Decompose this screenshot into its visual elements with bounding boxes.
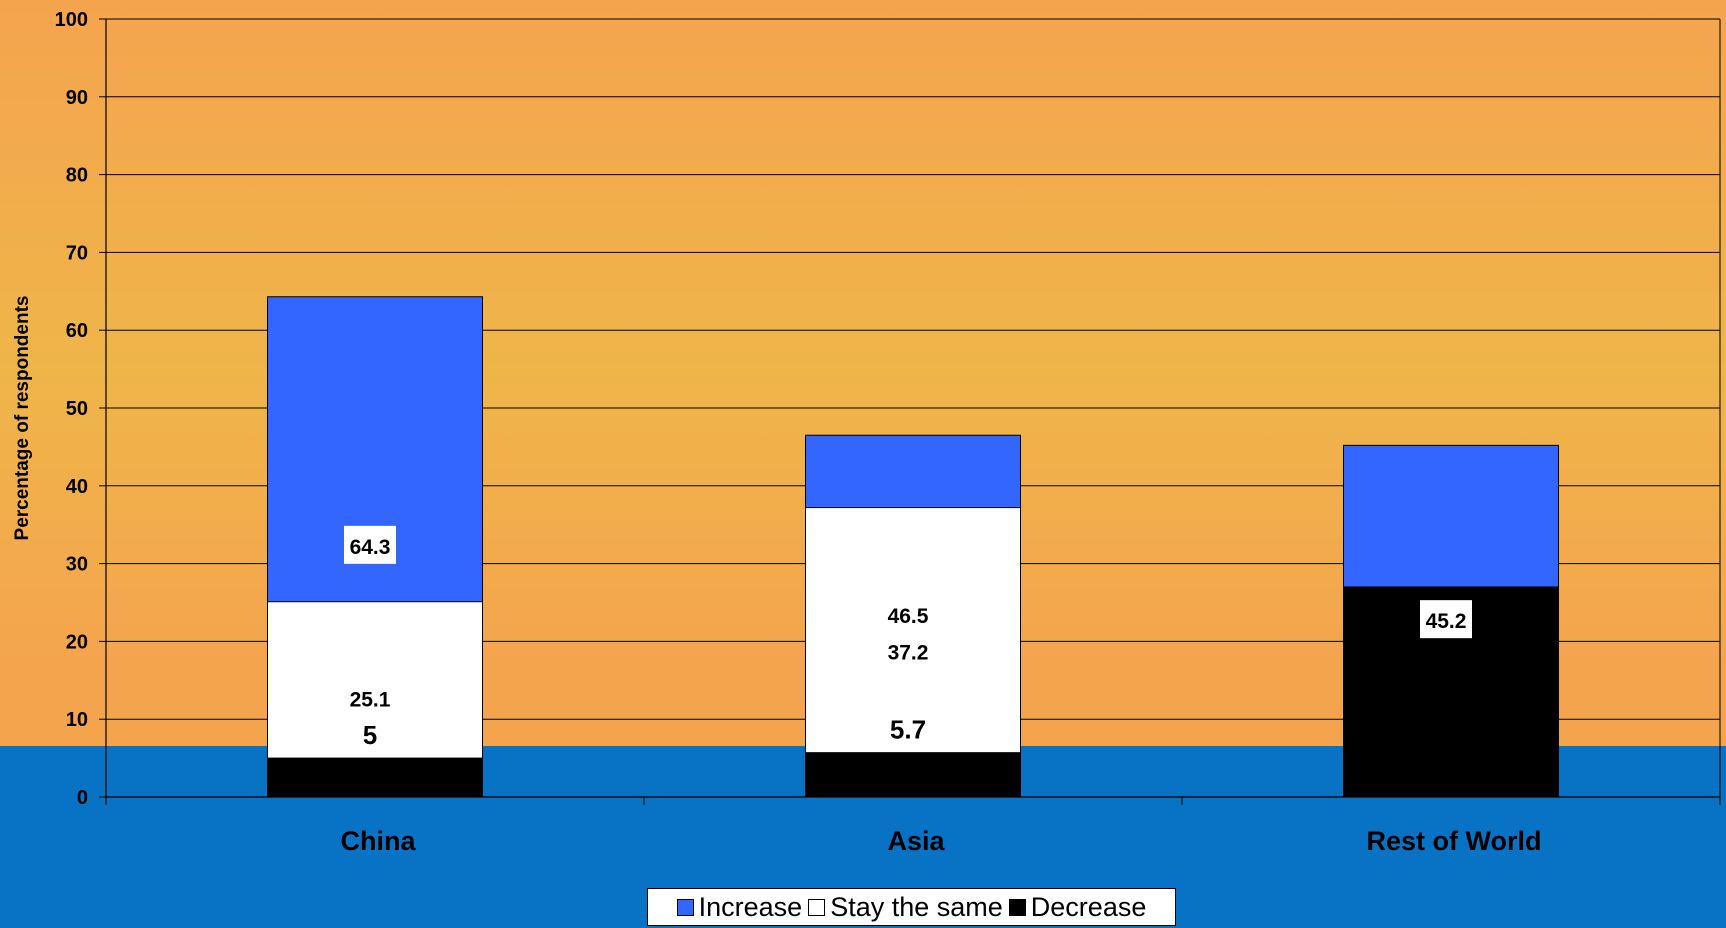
y-tick-label: 40 xyxy=(66,476,88,498)
data-label-increase: 46.5 xyxy=(888,605,929,628)
legend-swatch-stay-the-same xyxy=(808,898,826,916)
legend-swatch-decrease xyxy=(1008,898,1026,916)
x-tick-label: China xyxy=(340,826,416,856)
axes: 0 10 20 30 40 50 60 70 80 90 100 China Asia Rest of W… xyxy=(55,9,1721,856)
x-tick-label: Asia xyxy=(887,826,945,856)
legend-item-stay-the-same: Stay the same xyxy=(808,892,1003,923)
data-label-box xyxy=(882,595,934,634)
legend-label-decrease: Decrease xyxy=(1030,891,1147,922)
data-label-stay-the-same: 18.6 xyxy=(1426,714,1467,737)
bar-decrease-asia xyxy=(805,752,1021,798)
y-tick-label: 70 xyxy=(66,242,88,264)
chart-legend: Increase Stay the same Decrease xyxy=(647,888,1176,926)
data-label-decrease: 5 xyxy=(363,720,377,750)
data-label-increase: 45.2 xyxy=(1426,610,1467,633)
y-axis-title: Percentage of respondents xyxy=(12,296,33,541)
y-tick-label: 10 xyxy=(66,709,88,731)
legend-swatch-increase xyxy=(676,898,694,916)
legend-label-stay-the-same: Stay the same xyxy=(830,891,1003,922)
legend-label-increase: Increase xyxy=(698,891,803,922)
data-label-increase: 64.3 xyxy=(350,536,391,559)
bars xyxy=(267,296,1559,798)
y-tick-label: 50 xyxy=(66,398,88,420)
x-tick-label: Rest of World xyxy=(1367,826,1542,856)
bar-stay-the-same-asia xyxy=(805,507,1021,798)
data-label-decrease: 5.7 xyxy=(890,715,926,745)
y-tick-label: 80 xyxy=(66,165,88,187)
y-tick-label: 0 xyxy=(77,787,88,809)
y-tick-label: 60 xyxy=(66,320,88,342)
y-tick-label: 30 xyxy=(66,554,88,576)
legend-item-increase: Increase xyxy=(676,891,803,923)
data-label-stay-the-same: 25.1 xyxy=(350,688,391,711)
legend-item-decrease: Decrease xyxy=(1008,891,1147,923)
data-label-stay-the-same: 37.2 xyxy=(888,641,929,664)
y-tick-label: 100 xyxy=(55,9,88,31)
data-label-box xyxy=(1420,600,1472,639)
data-labels: 64.3 25.1 5 46.5 37.2 5.7 45.2 18.6 xyxy=(344,525,1472,750)
y-tick-label: 20 xyxy=(66,631,88,653)
y-tick-label: 90 xyxy=(66,87,88,109)
bar-decrease-china xyxy=(267,757,483,798)
data-label-box xyxy=(344,525,396,564)
